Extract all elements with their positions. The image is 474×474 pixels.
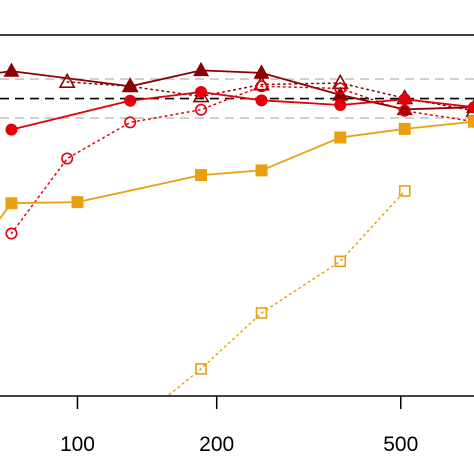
series-2 — [5, 86, 474, 136]
point-s2-4 — [334, 99, 347, 112]
point-s2-6 — [468, 101, 474, 114]
point-s2-3 — [255, 94, 268, 107]
series-4 — [0, 115, 474, 220]
point-s3-0 — [5, 227, 18, 240]
point-s0-3 — [193, 61, 210, 77]
x-tick-label-1: 200 — [199, 433, 234, 456]
point-s4-1 — [5, 197, 18, 210]
point-s2-2 — [195, 86, 208, 99]
point-s1-1 — [121, 77, 139, 93]
point-s0-1 — [3, 62, 20, 77]
point-s2-5 — [398, 93, 411, 106]
point-s4-6 — [398, 122, 411, 135]
point-s3-3 — [195, 103, 208, 116]
series-line-3 — [10, 85, 474, 235]
series-3 — [5, 80, 474, 240]
point-s3-1 — [61, 152, 74, 165]
point-s3-6 — [398, 104, 411, 117]
point-s4-7 — [468, 115, 474, 128]
point-s5-3 — [334, 255, 347, 268]
point-s5-2 — [255, 307, 268, 319]
x-tick-label-0: 100 — [60, 433, 95, 456]
point-s2-0 — [5, 123, 18, 136]
point-s4-3 — [195, 169, 208, 182]
point-s3-5 — [334, 82, 347, 95]
x-tick-label-2: 500 — [383, 433, 418, 456]
series-0 — [0, 61, 474, 116]
point-s4-4 — [255, 164, 268, 177]
series-line-4 — [0, 120, 474, 220]
point-s2-1 — [124, 94, 137, 107]
point-s5-4 — [398, 185, 411, 197]
point-s3-2 — [124, 116, 137, 129]
series-layer — [0, 61, 474, 396]
point-s4-2 — [71, 196, 84, 209]
x-axis: 100 200 500 — [60, 396, 418, 456]
point-s1-0 — [58, 72, 76, 88]
series-5 — [166, 185, 411, 396]
point-s4-5 — [334, 131, 347, 144]
series-line-5 — [166, 190, 406, 396]
point-s5-1 — [195, 363, 207, 375]
point-s3-4 — [255, 80, 268, 93]
